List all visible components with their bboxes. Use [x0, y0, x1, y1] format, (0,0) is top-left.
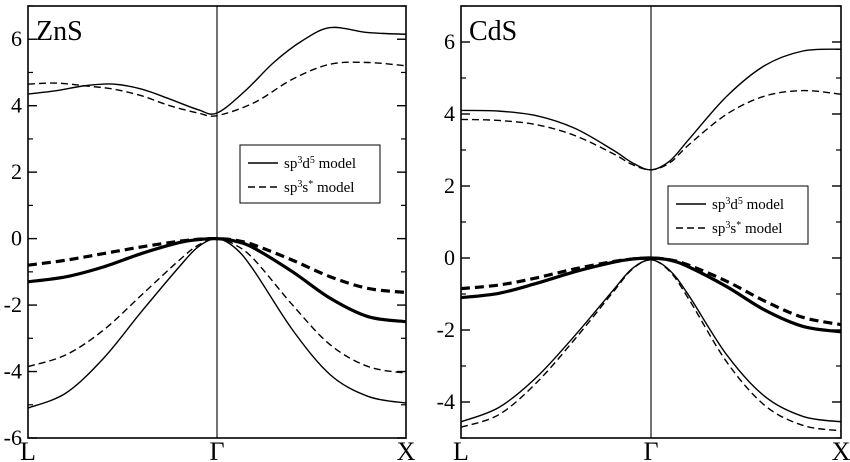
band-curves	[461, 48, 841, 432]
panel-title: CdS	[469, 16, 517, 47]
y-tick-label: 2	[11, 159, 22, 184]
x-tick-label: Γ	[209, 437, 224, 462]
y-tick-label: -2	[4, 292, 22, 317]
x-tick-label: L	[453, 437, 469, 462]
y-tick-label: 6	[444, 29, 455, 54]
legend-label: sp3s* model	[712, 220, 782, 238]
band-line-2	[461, 256, 841, 327]
plot-frame	[27, 5, 407, 439]
band-line-1	[28, 61, 406, 117]
band-line-5	[461, 259, 841, 432]
legend-label: sp3s* model	[284, 179, 354, 197]
legend: sp3d5 model sp3s* model	[667, 185, 809, 245]
y-tick-label: 0	[444, 245, 455, 270]
x-tick-label: L	[20, 437, 36, 462]
y-tick-label: -4	[4, 359, 22, 384]
x-tick-label: X	[832, 437, 850, 462]
band-curves	[28, 26, 406, 409]
legend-label: sp3d5 model	[712, 196, 784, 214]
band-line-5	[28, 237, 406, 409]
y-tick-label: -4	[437, 389, 455, 414]
cds-panel: -4 -2 0 2 4 6 L Γ X CdS sp3d5 model sp3s* model	[437, 5, 850, 462]
y-tick-label: -2	[437, 317, 455, 342]
zns-panel: -6 -4 -2 0 2 4 6 L Γ X ZnS sp3d5 model sp3s* model	[4, 5, 416, 462]
band-line-3	[461, 256, 841, 334]
y-tick-label: 4	[11, 93, 22, 118]
y-tick-label: 6	[11, 26, 22, 51]
y-tick-label: 2	[444, 173, 455, 198]
x-tick-label: X	[397, 437, 416, 462]
y-tick-label: 0	[11, 226, 22, 251]
legend: sp3d5 model sp3s* model	[239, 144, 381, 204]
y-tick-label: -6	[4, 425, 22, 450]
legend-label: sp3d5 model	[284, 155, 356, 173]
panel-title: ZnS	[36, 16, 83, 47]
y-tick-label: 4	[444, 101, 455, 126]
x-tick-label: Γ	[643, 437, 658, 462]
band-line-2	[28, 236, 406, 295]
band-line-1	[461, 89, 841, 171]
